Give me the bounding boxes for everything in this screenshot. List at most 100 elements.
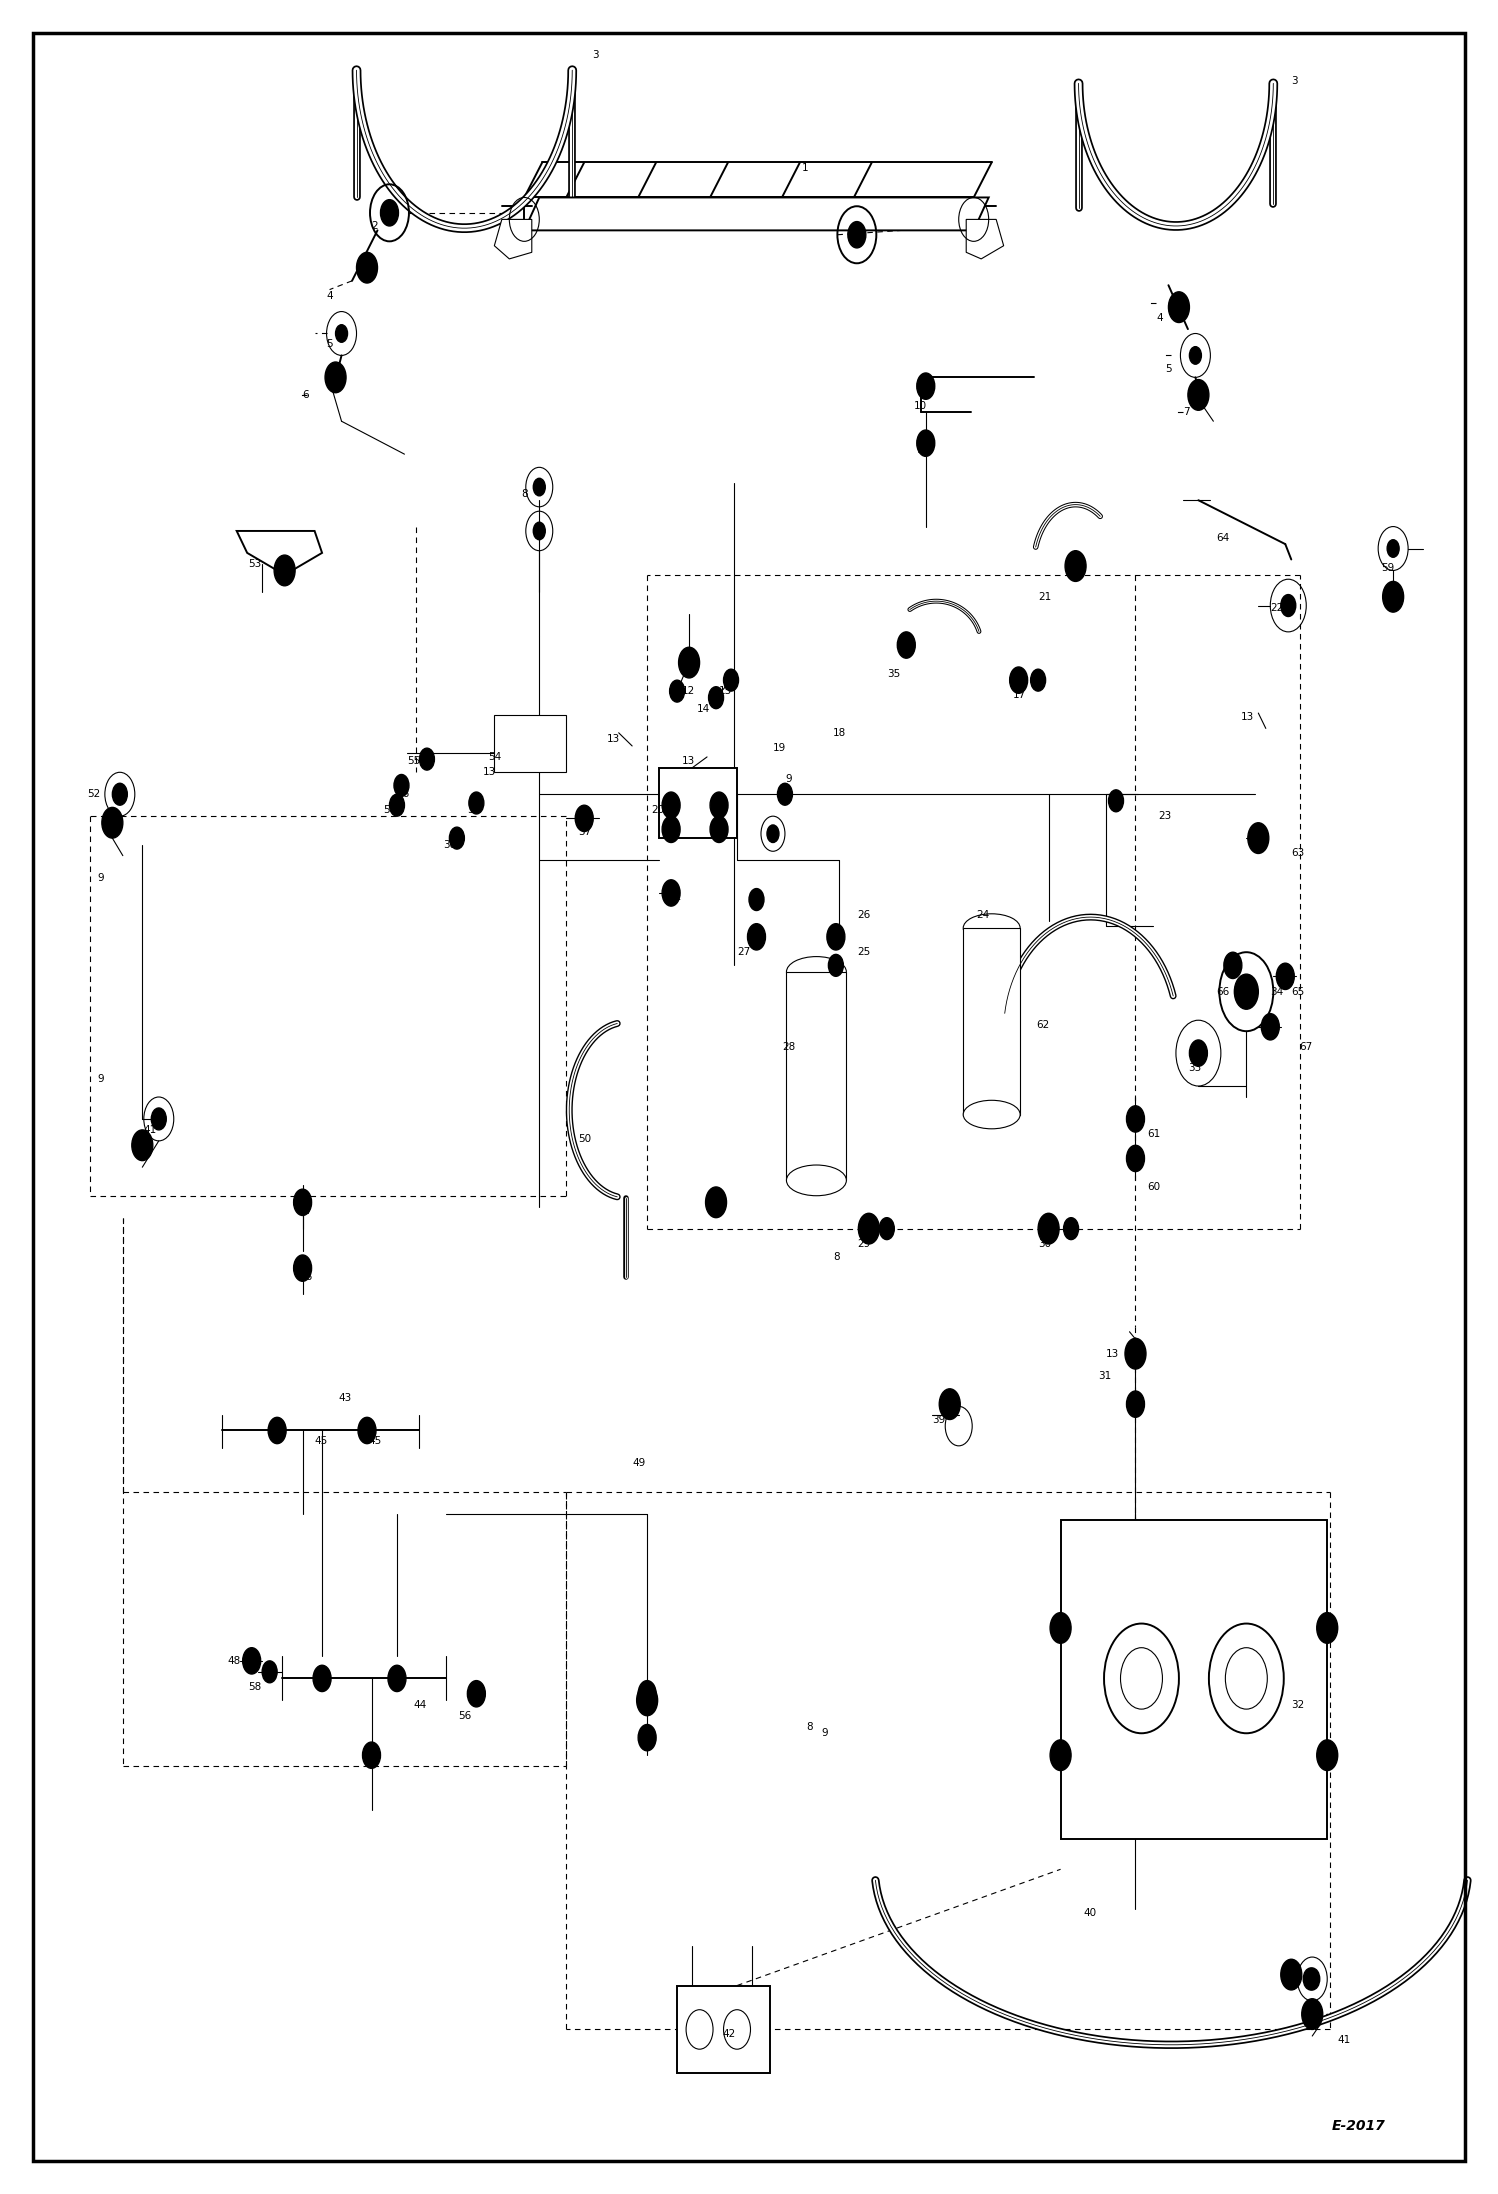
Circle shape — [151, 1108, 166, 1130]
Circle shape — [325, 362, 346, 393]
Text: 65: 65 — [1291, 987, 1305, 996]
Text: 63: 63 — [1291, 849, 1305, 858]
Circle shape — [1317, 1740, 1338, 1771]
Circle shape — [1234, 974, 1258, 1009]
Circle shape — [1050, 1613, 1071, 1643]
Circle shape — [1317, 1613, 1338, 1643]
Circle shape — [827, 924, 845, 950]
Circle shape — [1276, 963, 1294, 989]
Bar — [1061, 1520, 1327, 1839]
Text: 30: 30 — [1038, 1240, 1052, 1248]
Circle shape — [112, 783, 127, 805]
Text: 62: 62 — [1037, 1020, 1050, 1029]
Ellipse shape — [963, 1101, 1020, 1128]
Ellipse shape — [686, 2010, 713, 2049]
Circle shape — [638, 1681, 656, 1707]
Circle shape — [662, 880, 680, 906]
Text: 5: 5 — [327, 340, 333, 349]
Text: 8: 8 — [770, 834, 776, 842]
Text: 54: 54 — [488, 753, 502, 761]
Text: 15: 15 — [719, 687, 733, 695]
Circle shape — [638, 1724, 656, 1751]
Circle shape — [897, 632, 915, 658]
Bar — [677, 1986, 770, 2073]
Circle shape — [1064, 1218, 1079, 1240]
Circle shape — [1168, 292, 1189, 323]
Ellipse shape — [963, 915, 1020, 943]
Text: 37: 37 — [578, 827, 592, 836]
Circle shape — [1038, 1213, 1059, 1244]
Text: 18: 18 — [833, 728, 846, 737]
Text: 35: 35 — [887, 669, 900, 678]
Circle shape — [1303, 1968, 1318, 1990]
Text: 36: 36 — [467, 805, 481, 814]
Text: 9: 9 — [97, 873, 103, 882]
Text: 13: 13 — [1106, 1349, 1119, 1358]
Circle shape — [1031, 669, 1046, 691]
Circle shape — [767, 825, 779, 842]
Text: 3: 3 — [592, 50, 598, 59]
Circle shape — [828, 954, 843, 976]
Text: 9: 9 — [536, 531, 542, 540]
Circle shape — [358, 1417, 376, 1444]
Circle shape — [1126, 1106, 1144, 1132]
Circle shape — [1188, 380, 1209, 410]
Circle shape — [1224, 952, 1242, 979]
Polygon shape — [494, 219, 532, 259]
Text: 29: 29 — [857, 1240, 870, 1248]
Text: 24: 24 — [977, 911, 990, 919]
Text: 2: 2 — [857, 237, 863, 246]
Text: 20: 20 — [652, 805, 665, 814]
Circle shape — [917, 430, 935, 456]
Circle shape — [469, 792, 484, 814]
Circle shape — [1383, 581, 1404, 612]
Text: 4: 4 — [327, 292, 333, 301]
Circle shape — [637, 1685, 658, 1716]
Circle shape — [388, 1665, 406, 1692]
Bar — [963, 928, 1020, 1115]
Circle shape — [749, 889, 764, 911]
Circle shape — [662, 792, 680, 818]
Circle shape — [336, 325, 348, 342]
Text: 67: 67 — [1299, 1042, 1312, 1051]
Text: 55: 55 — [407, 757, 421, 766]
Text: 53: 53 — [249, 559, 262, 568]
Ellipse shape — [1225, 1648, 1267, 1709]
Circle shape — [748, 924, 765, 950]
Text: 49: 49 — [632, 1459, 646, 1468]
Circle shape — [1126, 1145, 1144, 1172]
Text: 64: 64 — [1216, 533, 1230, 542]
Text: 58: 58 — [249, 1683, 262, 1692]
Circle shape — [710, 816, 728, 842]
Text: 45: 45 — [315, 1437, 328, 1446]
Text: 66: 66 — [1216, 987, 1230, 996]
Circle shape — [243, 1648, 261, 1674]
Text: 60: 60 — [1147, 1183, 1161, 1191]
Text: 13: 13 — [607, 735, 620, 744]
Text: 45: 45 — [369, 1437, 382, 1446]
Circle shape — [1189, 347, 1201, 364]
Text: 3: 3 — [1291, 77, 1297, 86]
Text: 40: 40 — [1083, 1909, 1097, 1918]
Circle shape — [1281, 1959, 1302, 1990]
Circle shape — [1065, 551, 1086, 581]
Text: 9: 9 — [821, 1729, 827, 1738]
Text: 44: 44 — [413, 1700, 427, 1709]
Text: 13: 13 — [482, 768, 496, 777]
Text: 4: 4 — [1156, 314, 1162, 323]
Text: 12: 12 — [682, 687, 695, 695]
Circle shape — [1010, 667, 1028, 693]
Text: 7: 7 — [1183, 408, 1189, 417]
Circle shape — [268, 1417, 286, 1444]
Circle shape — [710, 792, 728, 818]
Text: 13: 13 — [682, 757, 695, 766]
Circle shape — [449, 827, 464, 849]
Text: 46: 46 — [300, 1273, 313, 1281]
Text: 8: 8 — [806, 1722, 812, 1731]
Text: 28: 28 — [782, 1042, 795, 1051]
Text: 8: 8 — [521, 489, 527, 498]
Ellipse shape — [786, 957, 846, 987]
Ellipse shape — [786, 1165, 846, 1196]
Circle shape — [294, 1255, 312, 1281]
Text: 48: 48 — [228, 1656, 241, 1665]
